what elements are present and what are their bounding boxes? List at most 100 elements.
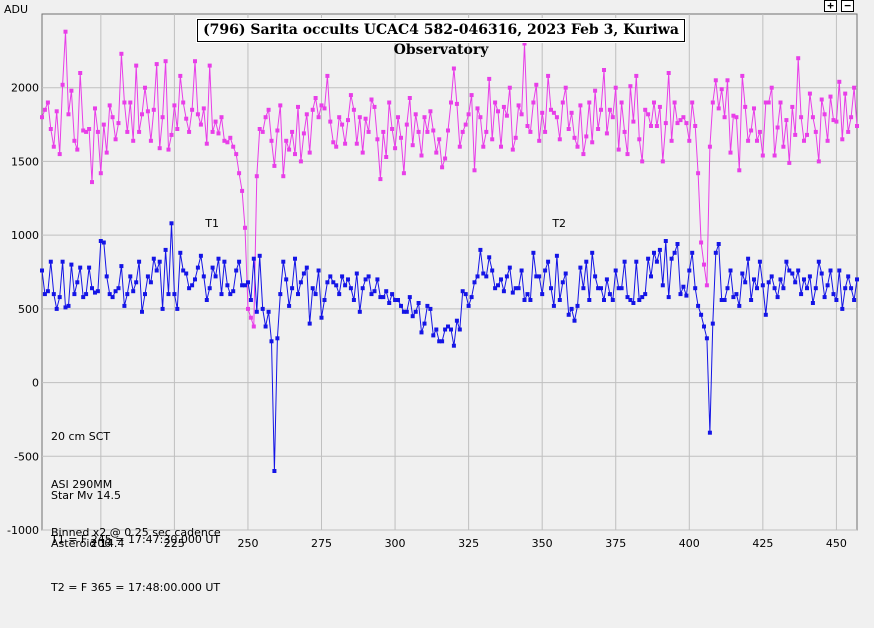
series-0-point bbox=[425, 129, 430, 134]
series-1-point bbox=[643, 292, 648, 297]
series-0-point bbox=[301, 131, 306, 136]
series-0-point bbox=[87, 127, 92, 131]
series-0-point bbox=[805, 132, 809, 137]
series-1-point bbox=[451, 343, 456, 348]
series-0-point bbox=[90, 180, 94, 185]
series-0-point bbox=[602, 68, 606, 72]
series-1-point bbox=[263, 324, 268, 329]
series-0-point bbox=[42, 107, 47, 112]
series-0-point bbox=[372, 104, 377, 109]
series-1-point bbox=[469, 295, 474, 300]
series-0-point bbox=[346, 118, 350, 123]
series-1-point bbox=[607, 292, 612, 297]
series-0-point bbox=[325, 73, 330, 78]
series-1-point bbox=[401, 309, 406, 314]
series-1-point bbox=[45, 289, 50, 294]
series-0-point bbox=[831, 118, 836, 123]
series-0-point bbox=[387, 100, 392, 105]
series-1-point bbox=[210, 265, 215, 270]
series-0-point bbox=[143, 85, 147, 90]
series-0-point bbox=[578, 103, 583, 108]
series-1-point bbox=[766, 280, 771, 285]
series-1-point bbox=[51, 292, 56, 297]
series-1-point bbox=[781, 286, 786, 291]
series-0-point bbox=[760, 153, 765, 158]
series-1-point bbox=[731, 295, 736, 300]
series-0-point bbox=[460, 129, 465, 134]
series-0-point bbox=[484, 129, 489, 134]
series-1-point bbox=[525, 292, 530, 297]
series-1-point bbox=[95, 289, 100, 294]
series-0-point bbox=[399, 135, 403, 140]
series-1-point bbox=[369, 292, 374, 297]
series-1-point bbox=[843, 286, 848, 291]
series-0-point bbox=[187, 129, 192, 134]
series-1-point bbox=[219, 292, 224, 297]
series-1-point bbox=[805, 286, 809, 291]
series-1-point bbox=[734, 292, 739, 297]
series-1-point bbox=[290, 286, 295, 291]
series-0-point bbox=[278, 103, 283, 108]
series-1-point bbox=[654, 259, 659, 264]
zoom-in-button[interactable]: + bbox=[824, 0, 837, 12]
series-0-point bbox=[637, 137, 642, 142]
series-0-point bbox=[725, 78, 730, 83]
series-0-point bbox=[678, 118, 683, 123]
series-0-point bbox=[587, 100, 592, 105]
series-0-point bbox=[237, 171, 242, 176]
series-0-point bbox=[763, 100, 768, 105]
series-0-point bbox=[131, 138, 136, 143]
series-0-point bbox=[846, 129, 851, 134]
series-0-point bbox=[769, 85, 774, 90]
series-0-point bbox=[157, 146, 162, 151]
series-0-point bbox=[710, 100, 715, 105]
series-0-point bbox=[84, 129, 89, 134]
series-0-point bbox=[93, 106, 97, 111]
series-1-point bbox=[501, 289, 506, 294]
chart-plot: 200 225 250 275 300 325 350 375 400 425 450 -1000 -5… bbox=[7, 13, 859, 550]
series-0-point bbox=[454, 101, 459, 106]
series-0-point bbox=[493, 100, 498, 105]
series-1-point bbox=[625, 295, 630, 300]
series-0-point bbox=[599, 107, 603, 112]
series-1-point bbox=[613, 268, 618, 273]
series-1-point bbox=[757, 259, 762, 264]
zoom-out-button[interactable]: − bbox=[841, 0, 854, 12]
series-0-point bbox=[63, 29, 68, 34]
series-1-point bbox=[566, 312, 571, 317]
series-0-point bbox=[519, 112, 524, 117]
series-1-point bbox=[422, 321, 427, 326]
note-line: Binned x2 @ 0.25 sec cadence bbox=[51, 526, 221, 539]
series-1-point bbox=[466, 303, 471, 308]
series-0-point bbox=[66, 112, 71, 117]
series-1-point bbox=[187, 286, 192, 291]
series-1-point bbox=[69, 262, 74, 267]
series-0-point bbox=[849, 115, 854, 120]
series-0-point bbox=[449, 100, 453, 105]
series-0-point bbox=[569, 110, 574, 115]
note-line: ASI 290MM bbox=[51, 478, 113, 491]
series-0-point bbox=[222, 138, 227, 143]
series-0-point bbox=[604, 131, 609, 136]
series-0-point bbox=[590, 140, 595, 145]
series-1-point bbox=[696, 303, 701, 308]
series-1-point bbox=[460, 289, 465, 294]
series-0-point bbox=[622, 129, 627, 134]
series-1-point bbox=[396, 298, 400, 302]
series-0-point bbox=[684, 121, 689, 126]
series-0-point bbox=[443, 156, 448, 161]
series-0-point bbox=[775, 125, 780, 130]
series-0-point bbox=[487, 76, 492, 81]
series-1-point bbox=[531, 250, 536, 255]
series-0-point bbox=[666, 71, 671, 75]
series-1-point bbox=[634, 259, 639, 264]
series-0-point bbox=[702, 262, 706, 267]
series-1-point bbox=[796, 268, 801, 273]
series-0-point bbox=[296, 104, 300, 109]
series-1-point bbox=[840, 306, 845, 311]
series-1-point bbox=[560, 280, 565, 285]
plot-area bbox=[41, 13, 858, 531]
series-0-point bbox=[469, 93, 474, 98]
series-1-point bbox=[413, 309, 418, 314]
magnitude-notes: Star Mv 14.5 Asteroid 14.4 bbox=[51, 456, 124, 584]
